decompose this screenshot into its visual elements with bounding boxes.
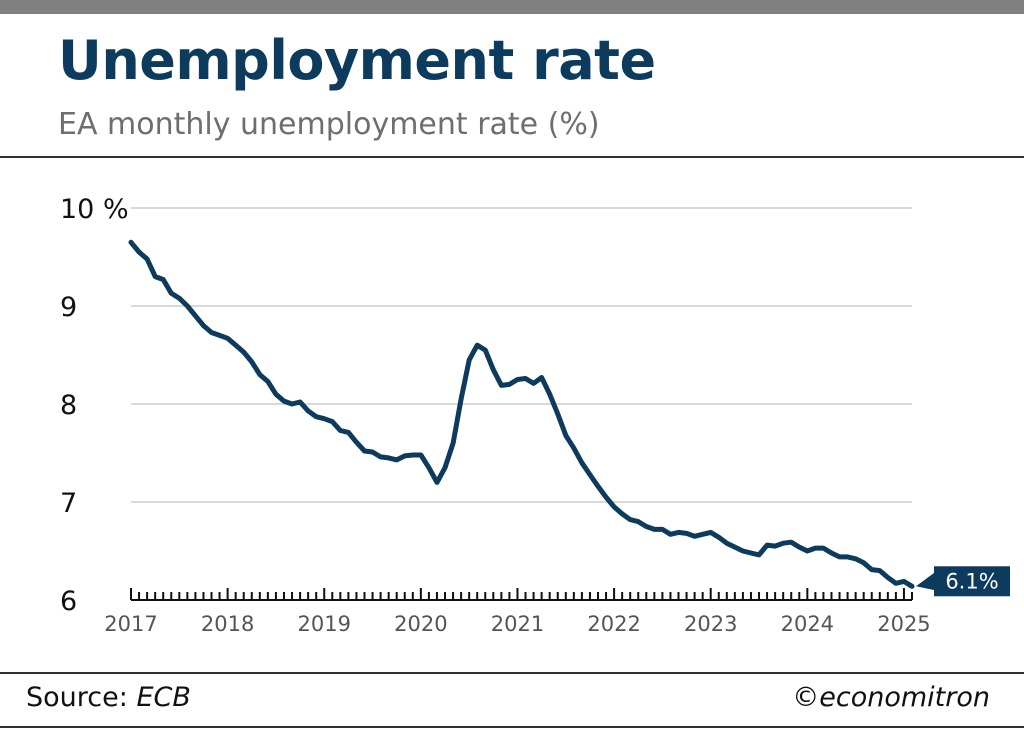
x-tick-label: 2025: [877, 612, 930, 636]
x-tick-label: 2024: [781, 612, 834, 636]
x-tick-label: 2023: [684, 612, 737, 636]
gridlines: [131, 207, 912, 503]
last-value-text: 6.1%: [945, 569, 998, 593]
y-axis: 10 % 9 8 7 6: [60, 194, 129, 617]
x-tick-label: 2020: [394, 612, 447, 636]
x-tick-label: 2022: [587, 612, 640, 636]
chart-subtitle: EA monthly unemployment rate (%): [58, 107, 600, 142]
y-tick-label: 6: [60, 586, 77, 617]
x-tick-label: 2019: [298, 612, 351, 636]
x-tick-label: 2018: [201, 612, 254, 636]
series-layer: [128, 239, 915, 589]
source-label: Source:: [26, 682, 128, 713]
chart-title: Unemployment rate: [58, 29, 656, 92]
last-value-label: 6.1%: [916, 566, 1010, 597]
x-tick-label: 2021: [491, 612, 544, 636]
y-tick-label: 9: [60, 292, 77, 323]
y-tick-label: 7: [60, 488, 77, 519]
source-name: ECB: [136, 682, 191, 713]
bottom-divider: [0, 726, 1024, 728]
label-box: [934, 566, 1010, 597]
top-accent-bar: [0, 0, 1024, 14]
header-divider: [0, 156, 1024, 158]
label-pointer: [916, 572, 935, 591]
brand-credit: ©economitron: [792, 682, 990, 713]
x-axis: 2017 2018 2019 2020 2021 2022 2023 2024 2025: [104, 588, 931, 636]
source-note: Source: ECB: [26, 684, 191, 711]
x-tick-label: 2017: [104, 612, 157, 636]
y-tick-label: 8: [60, 390, 77, 421]
footer-divider: [0, 672, 1024, 674]
y-tick-label: 10 %: [60, 194, 129, 225]
series-line: [128, 239, 915, 589]
